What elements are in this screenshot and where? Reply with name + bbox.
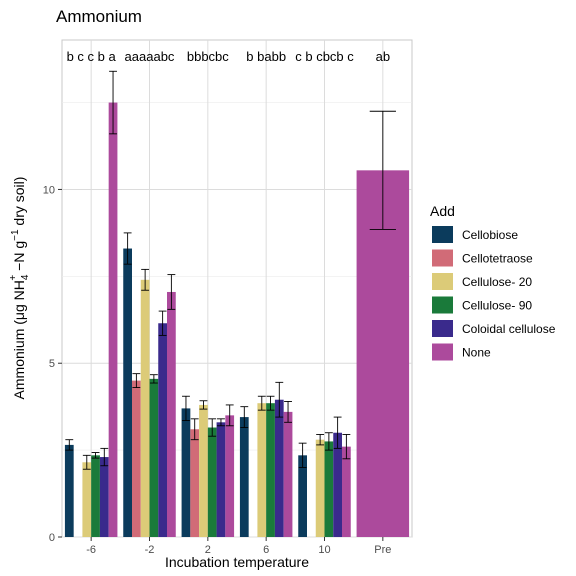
- y-axis: 0 5 10: [43, 184, 62, 544]
- bar: [298, 455, 307, 537]
- bar: [266, 403, 275, 537]
- chart-title: Ammonium: [56, 7, 142, 26]
- legend-swatch: [432, 273, 453, 290]
- legend-swatch: [432, 249, 453, 267]
- significance-letters-label: aaaaabc: [125, 49, 175, 64]
- y-tick-label: 0: [49, 532, 55, 544]
- y-axis-title-part: Ammonium (μg NH: [11, 280, 27, 399]
- bar: [181, 408, 191, 537]
- bar: [99, 457, 109, 537]
- significance-letters-label: c b cbcb c: [295, 49, 354, 64]
- significance-letters-label: ab: [376, 49, 390, 64]
- x-axis-title: Incubation temperature: [165, 554, 309, 570]
- x-tick-label: 2: [205, 544, 211, 556]
- y-axis-title-superscript: −1: [10, 229, 21, 241]
- legend-label: Cellotetraose: [462, 252, 533, 266]
- bar: [225, 415, 235, 537]
- significance-letters-label: b babb: [246, 49, 286, 64]
- plot-panel: [61, 39, 413, 538]
- legend-swatch: [432, 296, 453, 314]
- bar: [324, 441, 334, 537]
- error-bars: [65, 70, 396, 470]
- y-axis-title-subscript: 4: [20, 274, 31, 280]
- significance-letters: b c c b a aaaaabc bbbcbc b babb c b cbcb c ab: [67, 49, 390, 64]
- bar: [132, 380, 141, 537]
- legend-swatch: [432, 226, 453, 243]
- y-axis-title-part: −N g: [11, 241, 27, 275]
- bar: [257, 403, 267, 537]
- y-axis-title: Ammonium (μg NH4+ −N g−1 dry soil): [8, 177, 31, 400]
- y-axis-title-part: dry soil): [11, 177, 27, 230]
- bar: [207, 427, 217, 537]
- bar: [91, 455, 100, 537]
- bar: [239, 417, 249, 537]
- bar: [108, 102, 118, 537]
- x-tick-label: -6: [86, 544, 96, 556]
- bar: [283, 411, 293, 537]
- bar: [315, 439, 325, 537]
- bar: [82, 462, 92, 537]
- plot-border: [61, 39, 413, 538]
- legend-title: Add: [430, 203, 455, 219]
- bar: [190, 429, 200, 537]
- x-tick-label: -2: [145, 544, 155, 556]
- bar: [333, 432, 342, 537]
- significance-letters-label: b c c b a: [67, 49, 117, 64]
- legend-swatch: [432, 320, 453, 337]
- legend-label: Cellulose- 20: [462, 275, 532, 289]
- bar: [216, 422, 226, 537]
- bars: [64, 102, 410, 538]
- bar: [356, 170, 410, 538]
- x-tick-label: 10: [318, 544, 330, 556]
- bar: [167, 291, 176, 537]
- bar: [140, 279, 150, 537]
- y-axis-title-superscript: +: [8, 275, 19, 281]
- legend-label: Coloidal cellulose: [462, 322, 556, 336]
- x-tick-label: 6: [263, 544, 269, 556]
- x-tick-label: Pre: [374, 544, 391, 556]
- x-axis: -6 -2 2 6 10 Pre: [86, 537, 391, 556]
- legend: Add Cellobiose Cellotetraose Cellulose- 20…: [430, 203, 556, 361]
- significance-letters-label: bbbcbc: [187, 49, 229, 64]
- bar: [123, 248, 132, 537]
- bar: [199, 404, 208, 537]
- legend-label: Cellobiose: [462, 228, 518, 242]
- bar: [158, 323, 167, 537]
- bar: [64, 444, 74, 537]
- y-tick-label: 10: [43, 184, 55, 196]
- legend-label: None: [462, 346, 491, 360]
- legend-label: Cellulose- 90: [462, 299, 532, 313]
- bar: [342, 446, 351, 537]
- bar: [149, 378, 159, 537]
- legend-swatch: [432, 343, 453, 361]
- bar: [274, 399, 284, 537]
- y-tick-label: 5: [49, 358, 55, 370]
